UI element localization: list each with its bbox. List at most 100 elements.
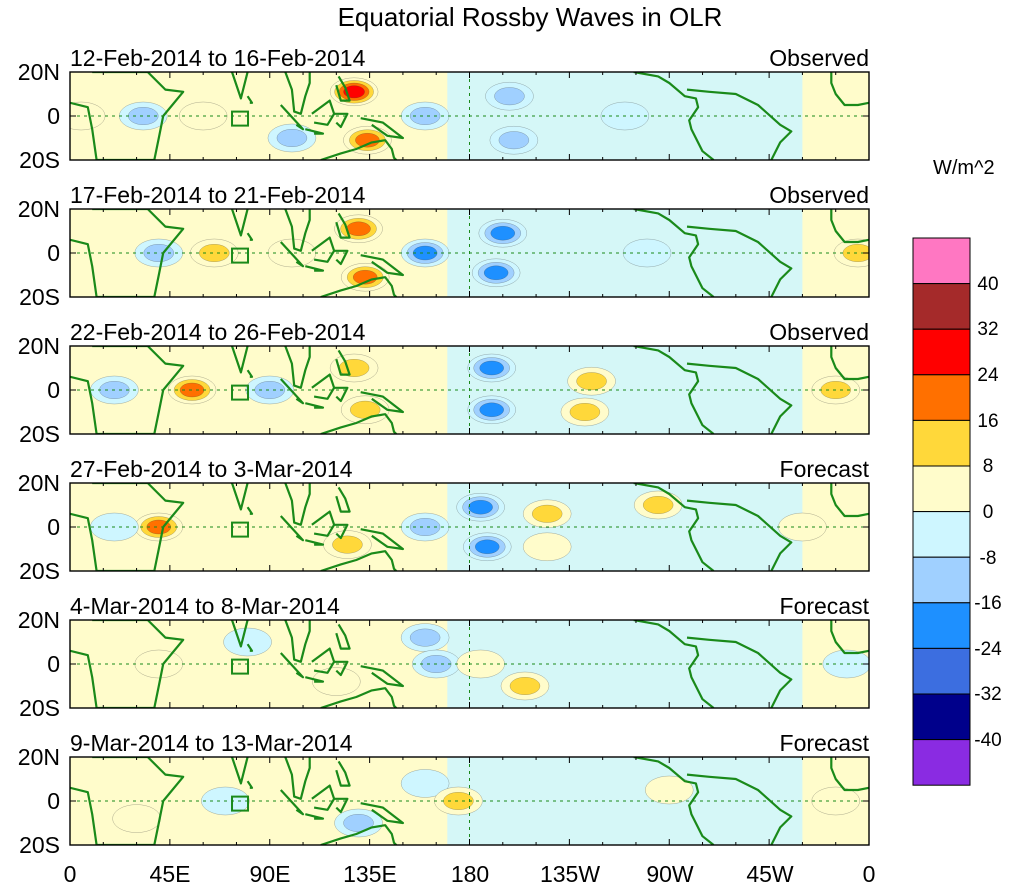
map-panel-2: [69, 208, 870, 298]
panel-3-date: 22-Feb-2014 to 26-Feb-2014: [70, 319, 366, 345]
coastline: [246, 95, 254, 104]
coastline: [305, 265, 325, 272]
anomaly-contour: [409, 518, 441, 536]
panel-6-status: Forecast: [779, 730, 869, 756]
panel-1-status: Observed: [769, 45, 869, 71]
coastline: [686, 225, 793, 297]
colorbar-swatch: [912, 374, 971, 421]
colorbar-label: -32: [974, 684, 1002, 705]
coastline: [70, 483, 185, 571]
anomaly-contour: [479, 402, 504, 417]
coastline: [305, 676, 325, 683]
anomaly-contour: [494, 87, 525, 106]
coastline: [230, 72, 249, 100]
lat-label-20n: 20N: [17, 333, 60, 359]
coastline: [70, 620, 185, 708]
coastline: [70, 346, 185, 434]
colorbar-swatch: [912, 419, 971, 467]
anomaly-contour: [468, 500, 493, 515]
coastline: [284, 346, 311, 389]
anomaly-contour: [112, 804, 161, 833]
coastline: [830, 620, 869, 655]
coastline: [830, 72, 869, 107]
region-box: [231, 247, 250, 264]
colorbar-label: -16: [974, 593, 1002, 614]
colorbar-swatch: [912, 739, 971, 786]
coastline: [360, 528, 404, 551]
anomaly-contour: [409, 107, 441, 125]
coastline: [305, 128, 325, 135]
colorbar-swatch: [912, 328, 971, 376]
anomaly-contour: [822, 649, 869, 679]
coastline: [360, 665, 404, 688]
coastline: [633, 757, 715, 845]
lat-label-20n: 20N: [17, 196, 60, 222]
colorbar-label: 0: [982, 502, 994, 523]
coastline: [335, 75, 351, 102]
lat-label-20s: 20S: [19, 558, 60, 584]
coastline: [279, 515, 305, 542]
coastline: [633, 346, 715, 434]
coastline: [633, 620, 715, 708]
coastline: [830, 757, 869, 792]
lat-label-0: 0: [47, 651, 60, 677]
colorbar-label: 24: [977, 365, 999, 386]
coastline: [320, 824, 398, 845]
coastline: [320, 550, 398, 571]
anomaly-contour: [475, 539, 500, 554]
lon-label-180: 180: [450, 861, 490, 887]
lat-label-0: 0: [47, 788, 60, 814]
coastline: [230, 209, 249, 237]
coastline: [246, 506, 254, 515]
map-panel-6: [69, 756, 870, 846]
coastline: [70, 209, 185, 297]
anomaly-contour: [346, 221, 371, 237]
lat-label-20s: 20S: [19, 147, 60, 173]
coastline: [284, 483, 311, 526]
coastline: [284, 757, 311, 800]
coastline: [830, 209, 869, 244]
colorbar-swatch: [912, 237, 971, 285]
coastline: [334, 249, 349, 266]
lat-label-20n: 20N: [17, 607, 60, 633]
anomaly-contour: [276, 129, 308, 147]
coastline: [279, 241, 305, 268]
lat-label-0: 0: [47, 103, 60, 129]
coastline: [284, 72, 311, 115]
region-box: [231, 521, 250, 538]
lat-label-20n: 20N: [17, 59, 60, 85]
region-box: [231, 110, 250, 127]
panel-2-status: Observed: [769, 182, 869, 208]
coastline: [279, 104, 305, 131]
coastline: [686, 362, 793, 434]
colorbar-swatch: [912, 647, 971, 695]
figure-title: Equatorial Rossby Waves in OLR: [337, 2, 723, 32]
colorbar-label: -40: [974, 730, 1002, 751]
anomaly-contour: [479, 360, 504, 376]
coastline: [246, 780, 254, 789]
coastline: [334, 523, 349, 540]
anomaly-contour: [531, 504, 563, 523]
lat-label-20s: 20S: [19, 832, 60, 858]
coastline: [360, 254, 404, 277]
lat-label-20n: 20N: [17, 744, 60, 770]
lon-label-90w: 90W: [646, 861, 694, 887]
coastline: [686, 773, 793, 845]
coastline: [335, 212, 351, 239]
coastline: [230, 620, 249, 648]
panel-5-status: Forecast: [779, 593, 869, 619]
coastline: [320, 139, 398, 160]
colorbar-label: -8: [979, 548, 997, 569]
anomaly-contour: [645, 775, 694, 805]
anomaly-contour: [409, 628, 441, 647]
colorbar-swatch: [912, 465, 971, 513]
coastline: [686, 499, 793, 571]
coastline: [279, 378, 305, 405]
coastline: [320, 276, 398, 297]
coastline: [320, 687, 398, 708]
anomaly-contour: [128, 107, 159, 125]
panel-3-status: Observed: [769, 319, 869, 345]
anomaly-contour: [332, 535, 363, 554]
anomaly-contour: [490, 225, 515, 241]
